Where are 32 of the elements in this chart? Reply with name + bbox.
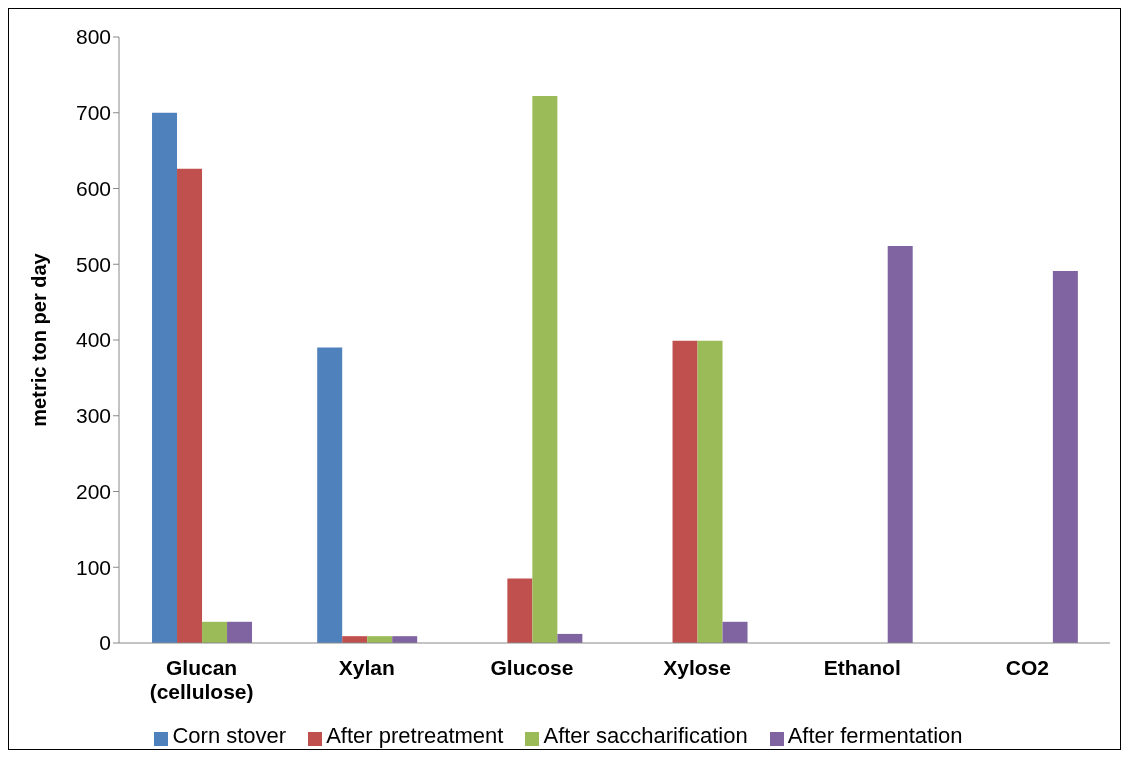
bar: [722, 621, 748, 643]
y-tick-label: 700: [75, 101, 111, 125]
legend-label: After pretreatment: [326, 723, 504, 748]
y-axis-title: metric ton per day: [28, 252, 51, 427]
x-tick-label: Xylose: [663, 656, 731, 679]
bar: [227, 621, 253, 643]
x-tick-label: Ethanol: [823, 656, 901, 679]
x-tick-label: CO2: [1005, 656, 1050, 679]
y-tick-label: 800: [75, 25, 111, 49]
bar: [697, 340, 723, 643]
bar: [1052, 271, 1078, 643]
legend-label: Corn stover: [172, 723, 287, 748]
y-tick-label: 500: [75, 252, 111, 276]
bar: [317, 347, 343, 643]
legend-label: After fermentation: [787, 723, 963, 748]
x-tick-label: Xylan: [338, 656, 395, 679]
y-tick-label: 100: [75, 555, 111, 579]
bar: [202, 621, 228, 643]
bar: [177, 168, 203, 643]
y-tick-label: 300: [75, 404, 111, 428]
bar: [507, 578, 533, 643]
bar: [887, 246, 913, 643]
y-tick-label: 600: [75, 176, 111, 200]
bar: [532, 96, 558, 643]
y-tick-label: 200: [75, 479, 111, 503]
bar: [672, 340, 698, 643]
y-tick-label: 0: [99, 631, 111, 655]
legend-label: After saccharification: [543, 723, 748, 748]
x-tick-label: Glucose: [490, 656, 574, 679]
bar: [152, 112, 178, 643]
x-tick-label: Glucan (cellulose): [149, 656, 254, 703]
y-tick-label: 400: [75, 328, 111, 352]
